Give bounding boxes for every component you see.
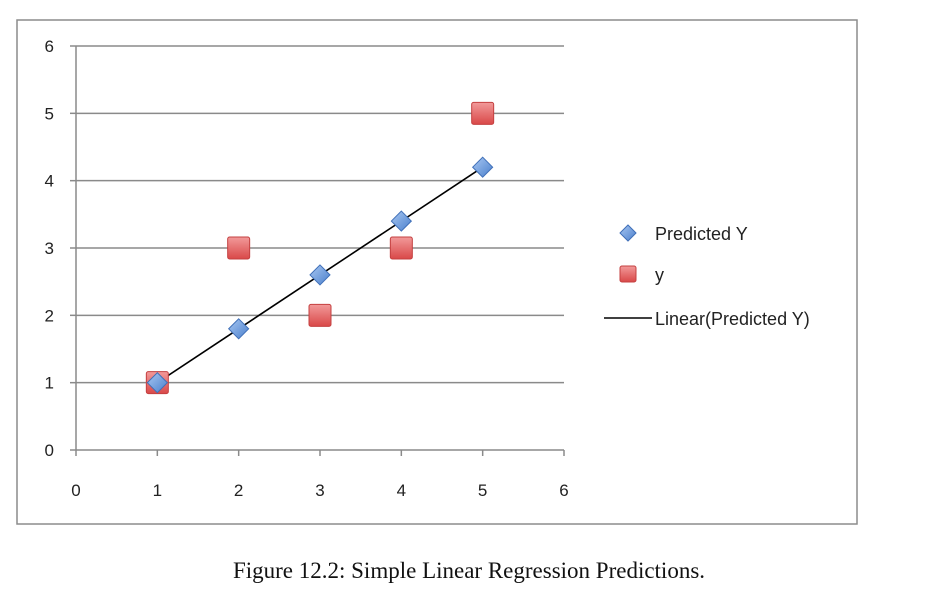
data-points [145,101,495,395]
legend-marker-y [619,265,637,283]
grid [76,45,564,384]
y-tick-label: 2 [45,306,54,325]
x-tick-label: 2 [234,481,243,500]
y-tick-label: 0 [45,441,54,460]
point-y [389,236,413,260]
axes [70,45,565,456]
chart-frame [16,19,858,525]
legend-label: Predicted Y [655,224,748,244]
legend-label: y [655,265,664,285]
legend-marker-predicted-y [619,224,637,242]
y-tick-label: 1 [45,374,54,393]
figure-caption: Figure 12.2: Simple Linear Regression Pr… [232,558,706,583]
y-tick-label: 3 [45,239,54,258]
x-tick-label: 6 [559,481,568,500]
point-y [308,303,332,327]
x-tick-label: 1 [153,481,162,500]
point-predicted-y [390,210,413,232]
x-tick-label: 5 [478,481,487,500]
point-y [227,236,251,260]
legend: Predicted Y y Linear(Predicted Y) [604,224,810,329]
tick-labels: 0 1 2 3 4 5 6 0 1 2 3 4 5 6 [45,37,569,500]
chart: 0 1 2 3 4 5 6 0 1 2 3 4 5 6 Predicted Y y Linear(Predic… [16,19,858,525]
point-predicted-y [471,156,494,178]
x-tick-label: 0 [71,481,80,500]
point-predicted-y [309,264,331,286]
point-predicted-y [146,371,169,394]
y-tick-label: 5 [45,104,54,123]
x-tick-label: 3 [315,481,324,500]
point-y [471,101,495,125]
legend-label: Linear(Predicted Y) [655,309,810,329]
point-predicted-y [227,318,250,340]
y-tick-label: 4 [45,172,54,191]
x-tick-label: 4 [397,481,406,500]
y-tick-label: 6 [45,37,54,56]
